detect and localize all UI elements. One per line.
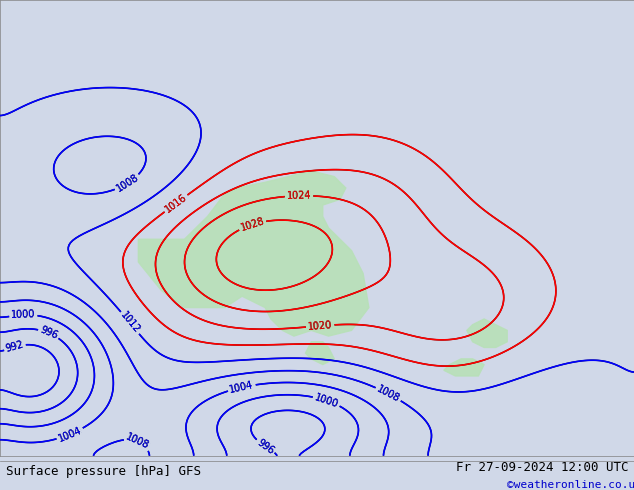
Text: 1008: 1008 bbox=[125, 432, 151, 451]
Text: 1028: 1028 bbox=[239, 216, 266, 233]
Text: 1008: 1008 bbox=[125, 432, 151, 451]
Text: 1004: 1004 bbox=[56, 425, 83, 443]
Text: 1000: 1000 bbox=[11, 310, 36, 320]
Polygon shape bbox=[467, 319, 507, 347]
Text: 1004: 1004 bbox=[229, 380, 255, 395]
Text: 1020: 1020 bbox=[307, 320, 333, 332]
Text: 1008: 1008 bbox=[375, 384, 401, 404]
Text: 1000: 1000 bbox=[313, 392, 340, 409]
Text: 1000: 1000 bbox=[313, 392, 340, 409]
Text: 996: 996 bbox=[39, 325, 59, 341]
Text: 996: 996 bbox=[255, 437, 276, 456]
Text: 1012: 1012 bbox=[119, 310, 141, 336]
Text: 1008: 1008 bbox=[115, 172, 141, 194]
Text: 1028: 1028 bbox=[239, 216, 266, 233]
Text: 996: 996 bbox=[39, 325, 59, 341]
Text: 1016: 1016 bbox=[163, 192, 189, 215]
Text: ©weatheronline.co.uk: ©weatheronline.co.uk bbox=[507, 480, 634, 490]
Text: 1004: 1004 bbox=[56, 425, 83, 443]
Text: 1016: 1016 bbox=[163, 192, 189, 215]
Text: 1024: 1024 bbox=[287, 191, 311, 201]
Polygon shape bbox=[138, 171, 369, 336]
Text: 1000: 1000 bbox=[11, 310, 36, 320]
Text: Surface pressure [hPa] GFS: Surface pressure [hPa] GFS bbox=[6, 465, 202, 478]
Text: 1012: 1012 bbox=[119, 310, 141, 336]
Text: 1008: 1008 bbox=[115, 172, 141, 194]
Text: 1020: 1020 bbox=[307, 320, 333, 332]
Polygon shape bbox=[444, 359, 484, 376]
Text: 992: 992 bbox=[4, 340, 25, 354]
Text: 992: 992 bbox=[4, 340, 25, 354]
Text: 1024: 1024 bbox=[287, 191, 311, 201]
Polygon shape bbox=[306, 342, 334, 365]
Text: 1004: 1004 bbox=[229, 380, 255, 395]
Text: Fr 27-09-2024 12:00 UTC (12+24): Fr 27-09-2024 12:00 UTC (12+24) bbox=[456, 461, 634, 474]
Text: 1008: 1008 bbox=[375, 384, 401, 404]
Text: 996: 996 bbox=[255, 437, 276, 456]
